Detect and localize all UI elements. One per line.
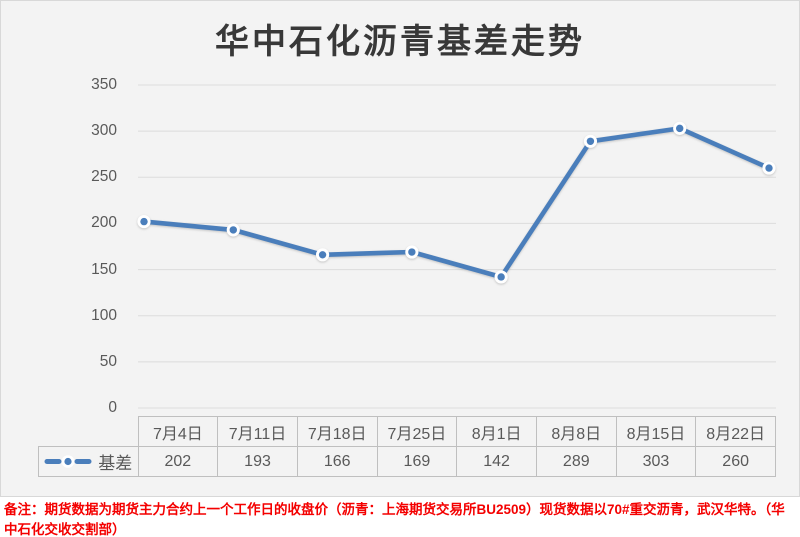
table-value-cell: 166 bbox=[296, 446, 378, 477]
table-value-cell: 303 bbox=[615, 446, 697, 477]
plot-area bbox=[137, 84, 776, 409]
table-header-cell: 8月1日 bbox=[456, 416, 537, 447]
data-point-marker bbox=[140, 217, 148, 226]
legend-cell: 基差 bbox=[38, 446, 139, 477]
table-value-cell: 260 bbox=[695, 446, 776, 477]
data-point-marker bbox=[586, 137, 595, 145]
table-header-cell: 7月11日 bbox=[217, 416, 298, 447]
data-table-corner bbox=[39, 417, 139, 447]
y-axis-tick-label: 250 bbox=[91, 168, 117, 186]
series-line bbox=[141, 126, 772, 280]
y-axis-tick-label: 300 bbox=[91, 122, 117, 140]
table-value-cell: 193 bbox=[217, 446, 298, 477]
data-table-value-row: 基差 202 193 166 169 142 289 303 260 bbox=[38, 446, 776, 477]
table-value-cell: 169 bbox=[376, 446, 458, 477]
legend-line-marker-icon bbox=[44, 454, 92, 469]
table-value-cell: 202 bbox=[137, 446, 219, 477]
y-axis-tick-label: 100 bbox=[91, 306, 117, 324]
y-axis-tick-label: 350 bbox=[91, 76, 117, 93]
data-point-marker bbox=[676, 124, 684, 133]
data-table-header-row: 7月4日 7月11日 7月18日 7月25日 8月1日 8月8日 8月15日 8月22日 bbox=[39, 416, 776, 447]
table-header-cell: 8月8日 bbox=[535, 416, 617, 447]
data-point-marker bbox=[765, 164, 773, 172]
table-value-cell: 289 bbox=[535, 446, 617, 477]
data-point-marker bbox=[497, 273, 505, 281]
series-basis bbox=[137, 121, 776, 284]
y-axis-tick-label: 150 bbox=[91, 260, 117, 278]
table-value-cell: 142 bbox=[456, 446, 537, 477]
table-header-cell: 7月4日 bbox=[137, 416, 219, 447]
chart-title: 华中石化沥青基差走势 bbox=[215, 24, 585, 61]
y-axis-tick-label: 200 bbox=[91, 214, 117, 232]
table-header-cell: 7月18日 bbox=[296, 416, 378, 447]
data-point-marker bbox=[318, 251, 327, 259]
data-point-marker bbox=[229, 226, 237, 234]
chart-panel: 华中石化沥青基差走势 0 50 100 150 200 250 300 350 7月4日 7月1… bbox=[0, 0, 800, 497]
footnote: 备注：期货数据为期货主力合约上一个工作日的收盘价（沥青：上海期货交易所BU250… bbox=[0, 498, 800, 537]
table-header-cell: 7月25日 bbox=[376, 416, 458, 447]
y-axis-tick-label: 0 bbox=[108, 399, 117, 416]
legend-label: 基差 bbox=[98, 454, 133, 473]
y-axis-tick-label: 50 bbox=[99, 352, 117, 370]
data-point-marker bbox=[408, 248, 416, 256]
table-header-cell: 8月22日 bbox=[695, 416, 776, 447]
table-header-cell: 8月15日 bbox=[615, 416, 697, 447]
data-table: 7月4日 7月11日 7月18日 7月25日 8月1日 8月8日 8月15日 8月22日 bbox=[38, 416, 776, 477]
